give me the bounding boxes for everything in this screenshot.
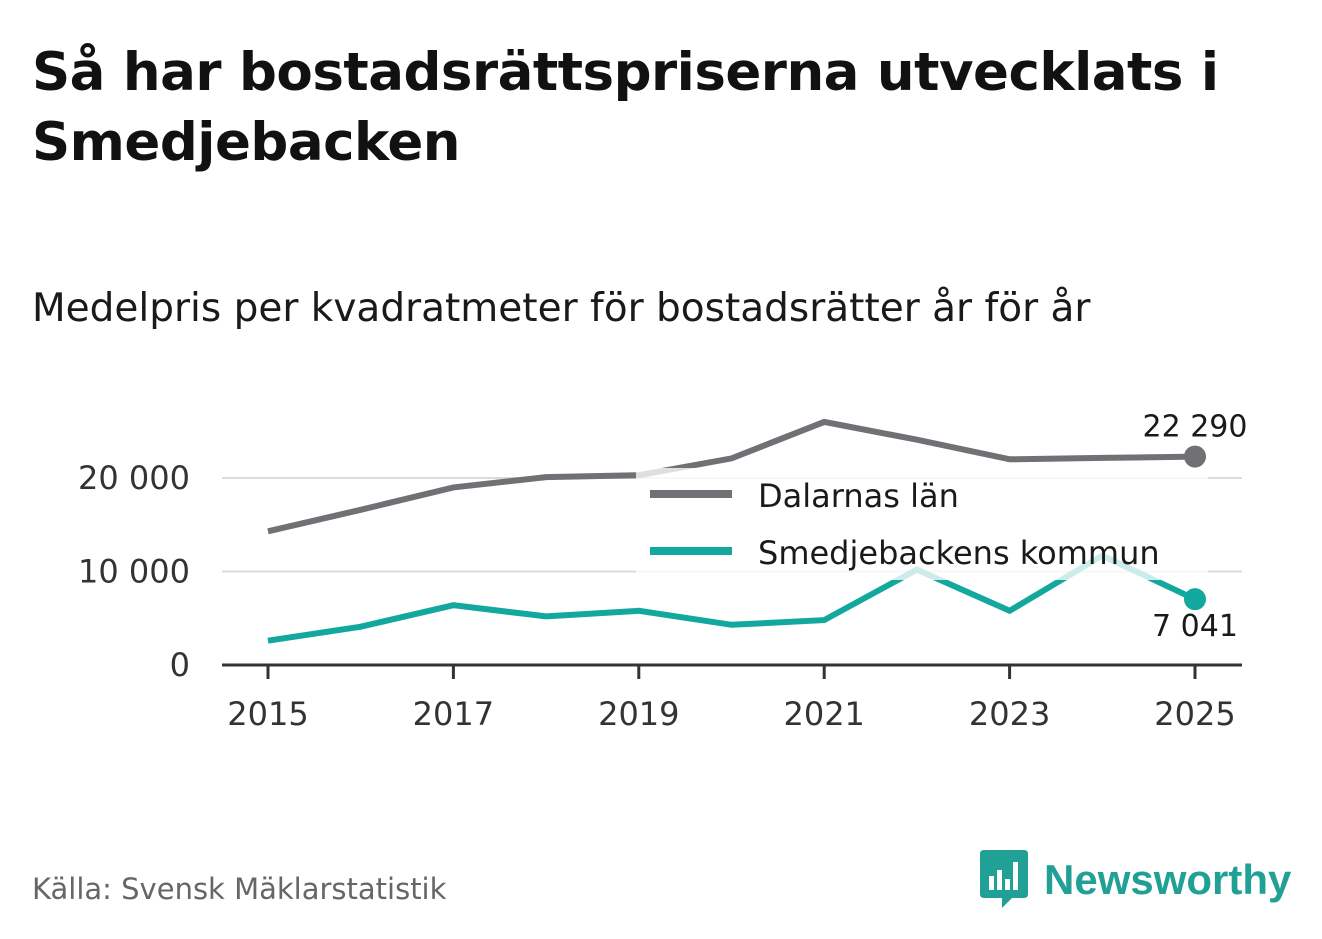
end-markers	[1184, 445, 1206, 611]
x-axis-tick-labels: 2015 2017 2019 2021 2023 2025	[227, 695, 1235, 733]
y-tick-label: 0	[170, 646, 190, 684]
x-axis	[222, 663, 1242, 679]
x-tick-label: 2023	[969, 695, 1050, 733]
y-axis-tick-labels: 0 10 000 20 000	[78, 459, 190, 684]
source-note: Källa: Svensk Mäklarstatistik	[32, 872, 447, 906]
y-tick-label: 20 000	[78, 459, 190, 497]
chart-subtitle: Medelpris per kvadratmeter för bostadsrä…	[32, 286, 1091, 331]
end-marker-dalarna	[1184, 445, 1206, 468]
brand-name: Newsworthy	[1044, 856, 1292, 903]
series-lines	[267, 418, 1197, 644]
y-tick-label: 10 000	[78, 553, 190, 591]
x-tick-label: 2019	[598, 695, 679, 733]
series-line-smedjebacken	[267, 552, 1197, 644]
chart-title: Så har bostadsrättspriserna utvecklats i…	[32, 42, 1219, 173]
legend-label-smedjebacken: Smedjebackens kommun	[758, 534, 1160, 572]
legend-background	[636, 468, 1208, 580]
end-value-label-smedjebacken: 7 041	[1152, 609, 1238, 644]
x-tick-label: 2021	[783, 695, 864, 733]
end-value-label-dalarna: 22 290	[1143, 410, 1248, 445]
legend-label-dalarna: Dalarnas län	[758, 477, 959, 515]
legend: Dalarnas län Smedjebackens kommun	[636, 468, 1208, 580]
brand-logo[interactable]: Newsworthy	[980, 848, 1291, 912]
series-line-dalarna	[267, 418, 1196, 535]
x-tick-label: 2015	[227, 695, 308, 733]
x-tick-label: 2025	[1154, 695, 1235, 733]
end-marker-smedjebacken	[1184, 588, 1206, 611]
newsworthy-logo-icon	[980, 850, 1028, 908]
x-tick-label: 2017	[413, 695, 494, 733]
